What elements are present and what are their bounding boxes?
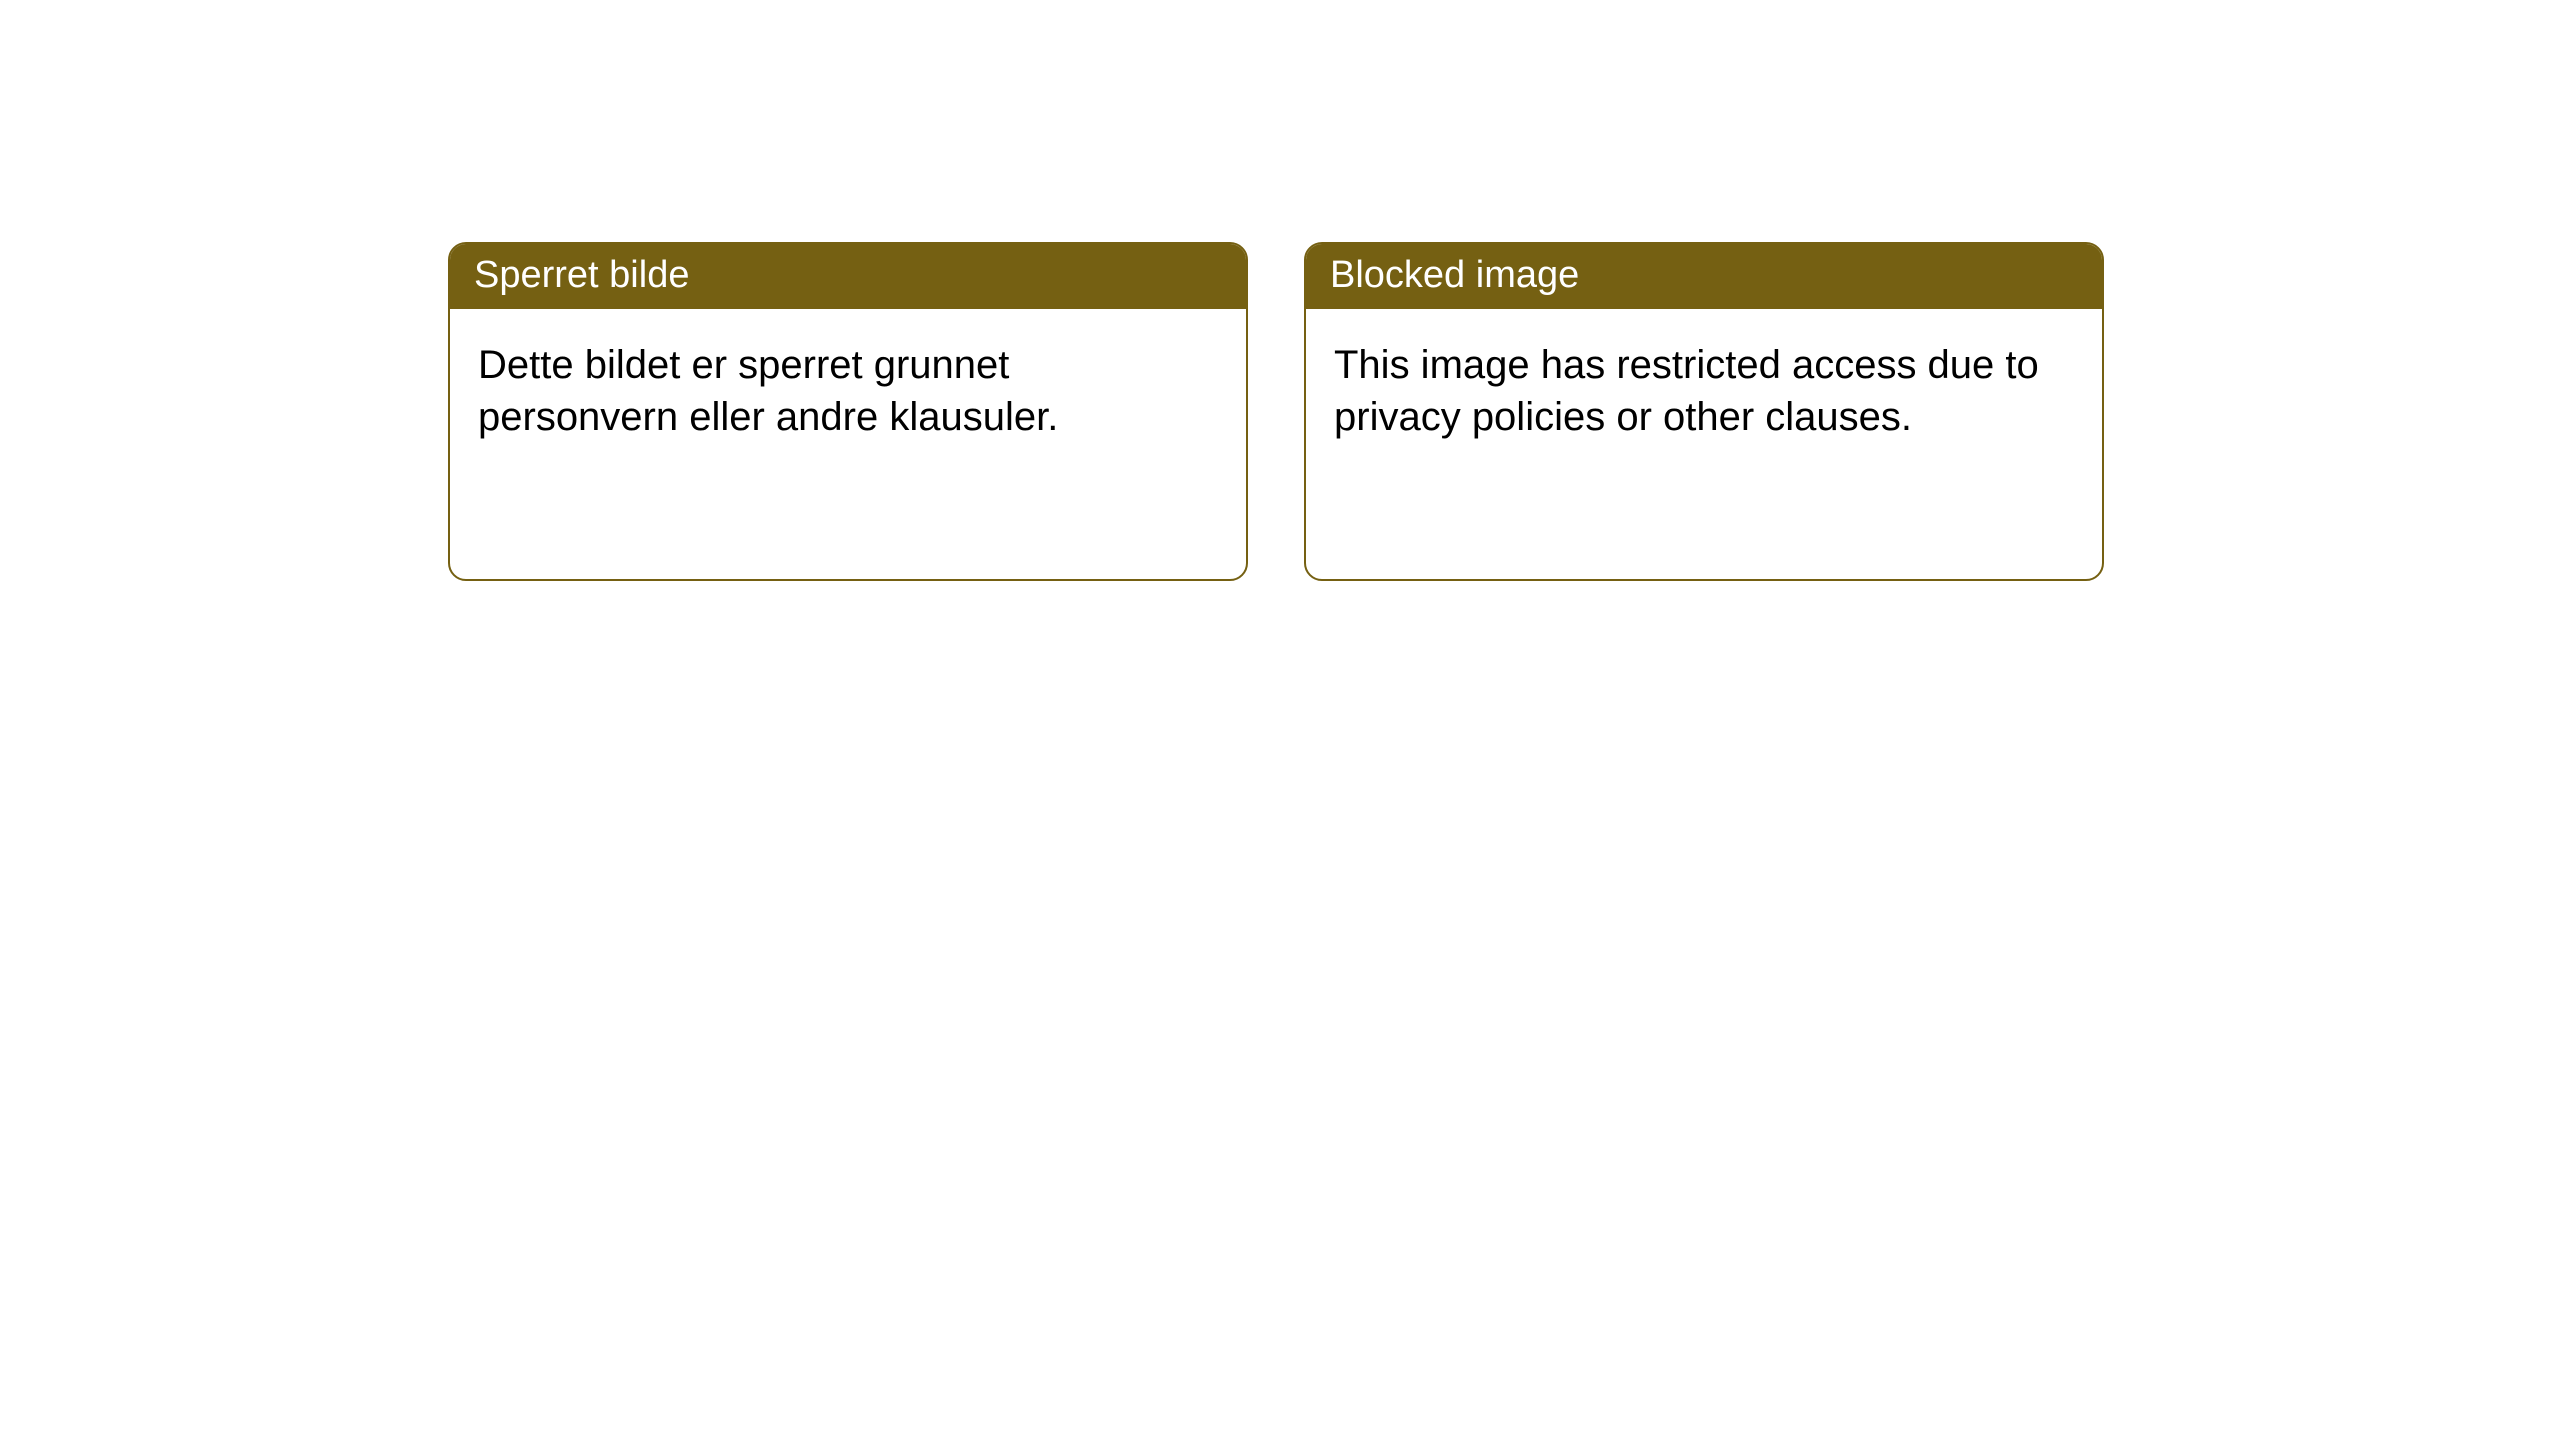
notice-header: Blocked image	[1306, 244, 2102, 309]
notice-text: Dette bildet er sperret grunnet personve…	[478, 343, 1058, 439]
notice-title: Blocked image	[1330, 254, 1579, 296]
notice-body: This image has restricted access due to …	[1306, 309, 2102, 579]
notice-card-norwegian: Sperret bilde Dette bildet er sperret gr…	[448, 242, 1248, 581]
notice-header: Sperret bilde	[450, 244, 1246, 309]
notice-body: Dette bildet er sperret grunnet personve…	[450, 309, 1246, 579]
notice-card-english: Blocked image This image has restricted …	[1304, 242, 2104, 581]
notice-title: Sperret bilde	[474, 254, 689, 296]
notice-container: Sperret bilde Dette bildet er sperret gr…	[448, 242, 2104, 581]
notice-text: This image has restricted access due to …	[1334, 343, 2039, 439]
